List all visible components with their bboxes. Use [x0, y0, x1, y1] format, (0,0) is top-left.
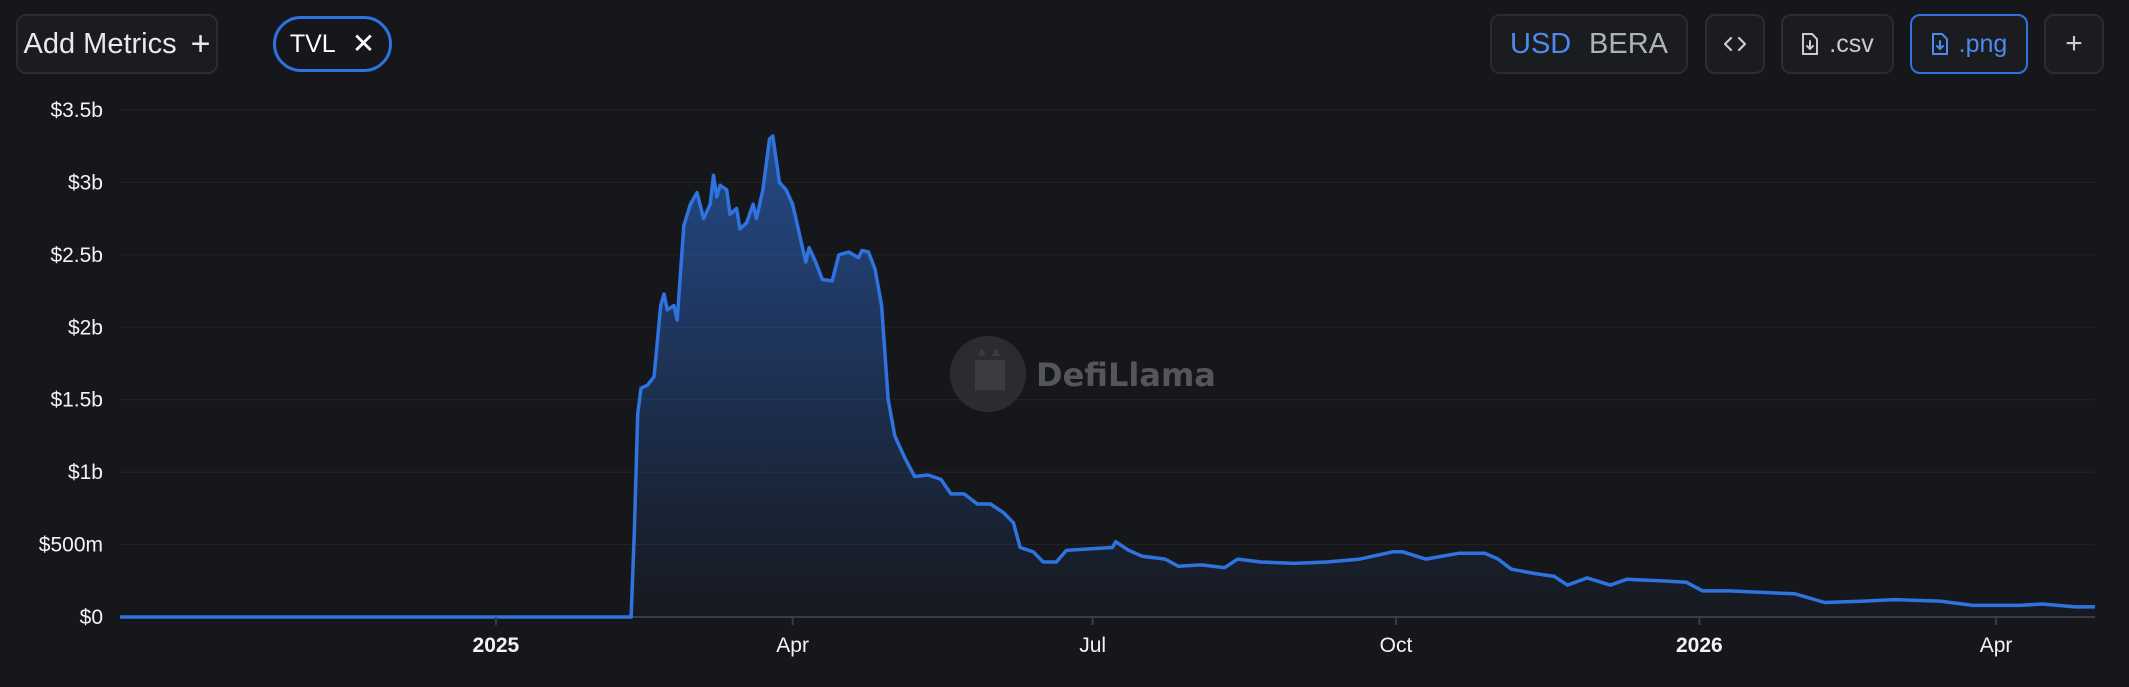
- currency-toggle: USD BERA: [1490, 14, 1688, 74]
- y-tick-label: $1b: [68, 461, 103, 484]
- download-png-button[interactable]: .png: [1910, 14, 2028, 74]
- y-tick-label: $500m: [39, 534, 103, 557]
- plus-icon: +: [2065, 27, 2083, 60]
- currency-option-usd[interactable]: USD: [1510, 27, 1572, 60]
- add-chart-button[interactable]: +: [2044, 14, 2104, 74]
- x-axis: 2025 Apr Jul Oct 2026 Apr: [473, 617, 2013, 657]
- tvl-metric-chip[interactable]: TVL ✕: [273, 16, 392, 72]
- chart-toolbar: Add Metrics + TVL ✕ USD BERA .csv .png +: [0, 0, 2129, 90]
- x-tick-label: 2026: [1676, 634, 1723, 657]
- y-axis: $0 $500m $1b $1.5b $2b $2.5b $3b $3.5b: [39, 99, 103, 629]
- add-metrics-label: Add Metrics: [23, 27, 177, 60]
- y-tick-label: $1.5b: [50, 389, 103, 412]
- currency-option-bera[interactable]: BERA: [1589, 27, 1668, 60]
- code-icon: [1724, 36, 1746, 52]
- png-label: .png: [1958, 29, 2008, 58]
- tvl-series-line: [120, 134, 2095, 619]
- y-tick-label: $3.5b: [50, 99, 103, 122]
- plus-icon: +: [190, 25, 211, 63]
- y-tick-label: $2b: [68, 316, 103, 339]
- y-tick-label: $2.5b: [50, 244, 103, 267]
- csv-label: .csv: [1829, 29, 1874, 58]
- x-tick-label: 2025: [473, 634, 520, 657]
- file-download-icon: [1931, 33, 1948, 55]
- x-tick-label: Jul: [1079, 634, 1106, 657]
- x-tick-label: Apr: [776, 634, 809, 657]
- close-icon[interactable]: ✕: [351, 28, 376, 59]
- x-tick-label: Apr: [1980, 634, 2013, 657]
- x-tick-label: Oct: [1380, 634, 1413, 657]
- add-metrics-button[interactable]: Add Metrics +: [16, 14, 218, 74]
- tvl-chip-label: TVL: [289, 29, 336, 58]
- defillama-watermark: DefiLlama: [950, 336, 1216, 412]
- y-tick-label: $0: [80, 606, 103, 629]
- embed-button[interactable]: [1705, 14, 1765, 74]
- y-tick-label: $3b: [68, 171, 103, 194]
- llama-head-shape: [975, 348, 1005, 390]
- file-download-icon: [1802, 33, 1819, 55]
- watermark-text: DefiLlama: [1036, 356, 1216, 394]
- download-csv-button[interactable]: .csv: [1781, 14, 1894, 74]
